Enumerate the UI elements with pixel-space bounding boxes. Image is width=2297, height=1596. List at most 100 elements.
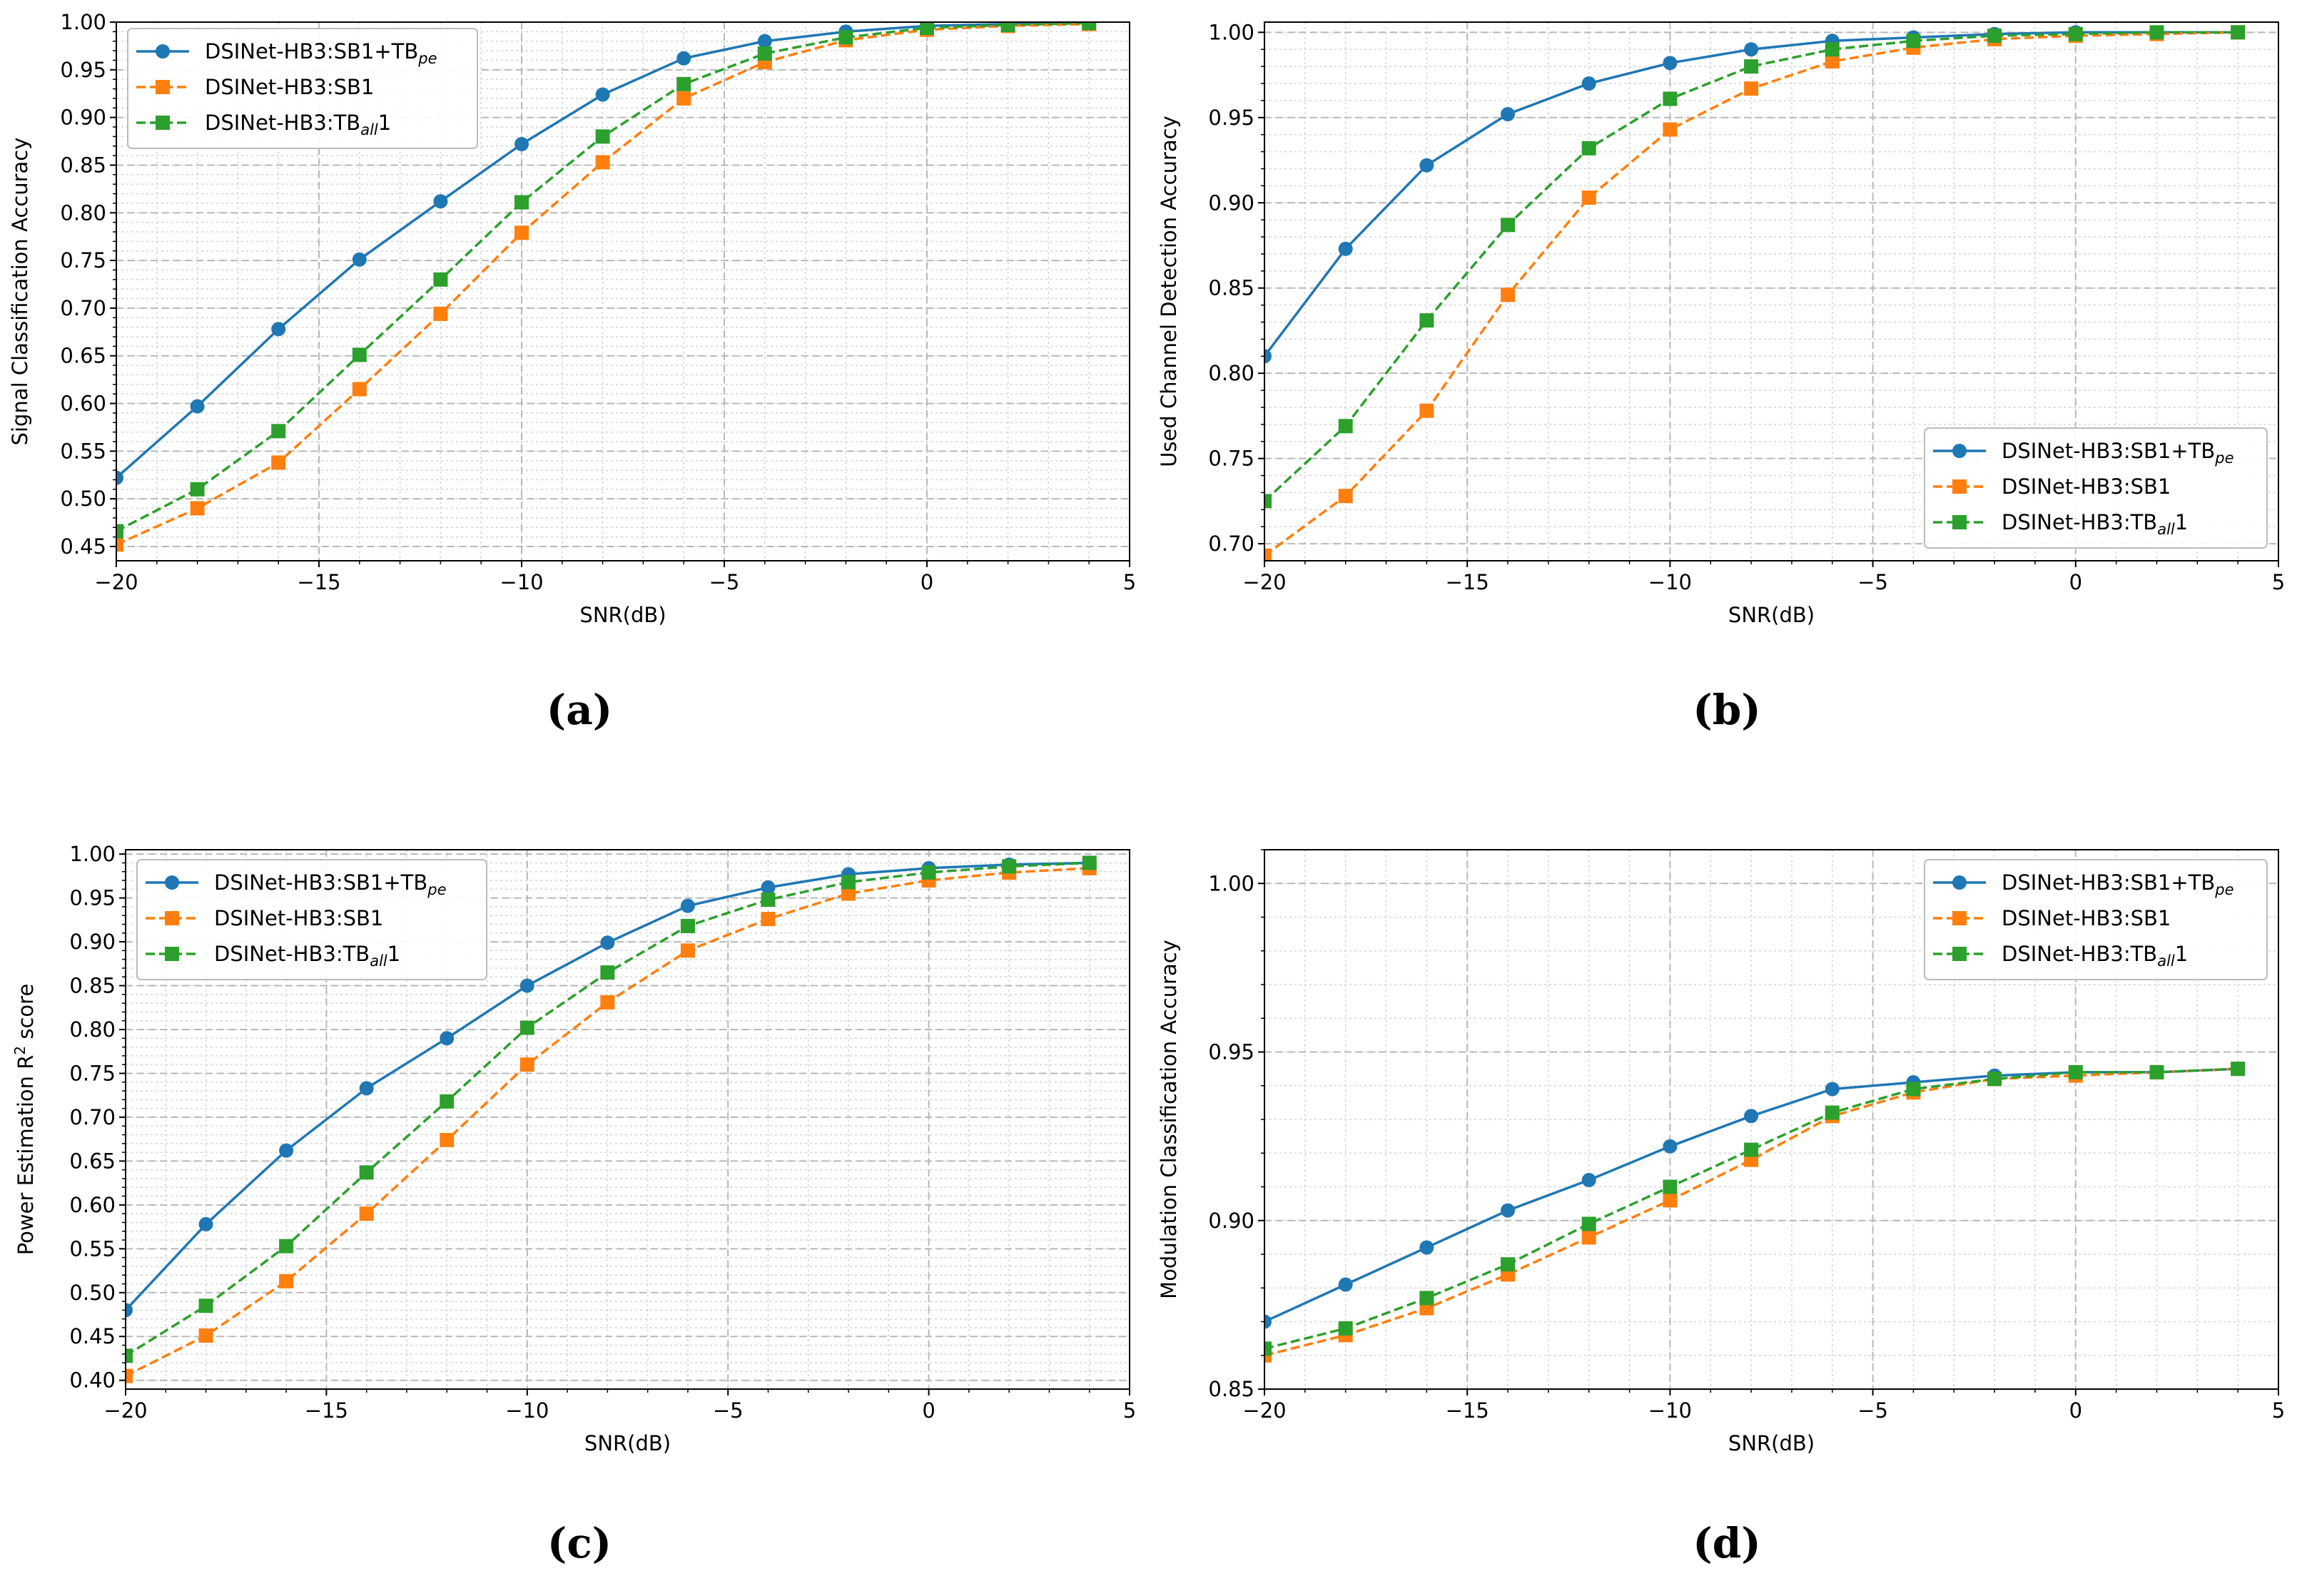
- data-point: [2068, 1064, 2083, 1079]
- data-point: [126, 1368, 133, 1383]
- x-tick-label: −10: [1648, 570, 1692, 594]
- legend-entry-1: DSINet-HB3:SB1: [1933, 474, 2171, 499]
- data-point: [1338, 419, 1353, 434]
- legend-label-main: DSINet-HB3:TB: [214, 942, 370, 966]
- data-point: [198, 1298, 213, 1313]
- chart-panel-1: −20 −15 −10 −5 0 5 0.70 0.75 0.80 0.85 0.90 0.95 1.0…: [1157, 20, 2285, 734]
- data-point: [1744, 59, 1759, 74]
- data-point: [595, 129, 610, 144]
- legend-label-main: DSINet-HB3:SB1+TB: [2002, 870, 2215, 895]
- data-point: [600, 935, 615, 950]
- legend-marker: [156, 116, 170, 130]
- data-point: [2149, 25, 2164, 40]
- data-point: [279, 1239, 294, 1254]
- chart-panel-3: −20 −15 −10 −5 0 5 0.85 0.90 0.95 1.00 SNR(dB) Modu…: [1157, 849, 2285, 1567]
- data-point: [440, 1031, 455, 1046]
- y-tick-label: 0.90: [60, 106, 106, 130]
- data-point: [1419, 1291, 1434, 1306]
- x-tick-label: −5: [1857, 1398, 1888, 1423]
- data-point: [271, 455, 286, 470]
- x-tick-label: −20: [1242, 570, 1286, 594]
- x-tick-label: −5: [1857, 570, 1888, 594]
- legend-label: DSINet-HB3:SB1: [214, 906, 383, 930]
- data-point: [190, 501, 205, 516]
- data-point: [1002, 859, 1017, 874]
- axes-frame: [1264, 21, 2279, 561]
- panel-label: (c): [547, 1519, 612, 1567]
- legend-marker: [165, 875, 179, 890]
- legend-label-sub: all: [2157, 521, 2175, 538]
- x-tick-label: −15: [1446, 570, 1489, 594]
- y-axis-label: Power Estimation R2 score: [11, 984, 38, 1256]
- legend-label: DSINet-HB3:SB1+TBpe: [214, 870, 447, 898]
- legend-label-tail: 1: [378, 111, 391, 135]
- data-point: [1264, 494, 1272, 509]
- y-tick-label: 0.90: [1208, 190, 1254, 215]
- legend-marker: [165, 947, 179, 961]
- data-point: [1987, 1072, 2002, 1087]
- data-point: [676, 91, 691, 106]
- legend-marker: [1952, 444, 1967, 458]
- data-point: [1581, 76, 1596, 91]
- legend-label-sub: pe: [2214, 449, 2233, 467]
- plot-area: [1264, 1062, 2246, 1363]
- x-tick-label: −20: [1242, 1398, 1286, 1423]
- data-point: [352, 347, 367, 362]
- data-point: [1501, 218, 1516, 233]
- data-point: [2231, 1062, 2246, 1077]
- legend-entry-2: DSINet-HB3:TBall1: [136, 111, 391, 138]
- legend-label-sub: all: [2157, 952, 2175, 970]
- legend-label: DSINet-HB3:SB1+TBpe: [2002, 439, 2234, 467]
- y-tick-label: 0.40: [69, 1368, 116, 1393]
- legend-box: [127, 28, 478, 149]
- data-point: [1663, 1139, 1678, 1154]
- series-2: [1264, 25, 2246, 509]
- data-point: [838, 30, 853, 45]
- data-point: [519, 1057, 534, 1072]
- data-point: [676, 76, 691, 91]
- data-point: [680, 898, 695, 913]
- data-point: [2068, 26, 2083, 41]
- data-point: [190, 482, 205, 497]
- axes-frame: [116, 21, 1130, 561]
- y-tick-label: 0.95: [1208, 1040, 1254, 1064]
- legend-label-main: DSINet-HB3:SB1: [2002, 474, 2171, 499]
- data-point: [921, 865, 936, 880]
- y-tick-label: 0.50: [69, 1281, 116, 1305]
- legend-label-tail: 1: [2175, 510, 2188, 534]
- y-tick-label: 0.85: [69, 974, 116, 998]
- data-point: [433, 272, 448, 287]
- legend-entry-2: DSINet-HB3:TBall1: [146, 942, 400, 970]
- legend-label: DSINet-HB3:TBall1: [214, 942, 400, 970]
- data-point: [514, 137, 529, 152]
- data-point: [1663, 1179, 1678, 1194]
- legend-label-main: DSINet-HB3:TB: [2002, 942, 2157, 966]
- data-point: [680, 943, 695, 958]
- data-point: [352, 382, 367, 397]
- legend-entry-0: DSINet-HB3:SB1+TBpe: [146, 870, 447, 898]
- legend-entry-0: DSINet-HB3:SB1+TBpe: [136, 39, 437, 67]
- legend-label-sub: pe: [417, 50, 437, 67]
- x-tick-label: −20: [94, 570, 138, 594]
- y-axis-label-sup: 2: [11, 1046, 29, 1055]
- legend-label-main: DSINet-HB3:SB1+TB: [205, 39, 418, 63]
- data-point: [2149, 1064, 2164, 1079]
- x-tick-label: 0: [2069, 1398, 2082, 1423]
- legend-label: DSINet-HB3:SB1: [2002, 474, 2171, 499]
- data-point: [1825, 1105, 1840, 1120]
- legend-label: DSINet-HB3:SB1+TBpe: [2002, 870, 2234, 898]
- panel-label: (b): [1693, 686, 1760, 734]
- data-point: [1825, 54, 1840, 68]
- series-2: [116, 22, 1097, 539]
- panel-label: (a): [547, 686, 612, 734]
- data-point: [761, 912, 776, 927]
- x-tick-label: 0: [2069, 570, 2082, 594]
- data-point: [271, 322, 286, 337]
- data-point: [1338, 1277, 1353, 1292]
- plot-area: [1264, 25, 2246, 561]
- x-tick-label: 0: [922, 1398, 935, 1423]
- data-point: [519, 978, 534, 993]
- legend-entry-1: DSINet-HB3:SB1: [1933, 906, 2171, 930]
- legend-entry-1: DSINet-HB3:SB1: [146, 906, 383, 930]
- y-axis-label: Modulation Classification Accuracy: [1157, 940, 1181, 1299]
